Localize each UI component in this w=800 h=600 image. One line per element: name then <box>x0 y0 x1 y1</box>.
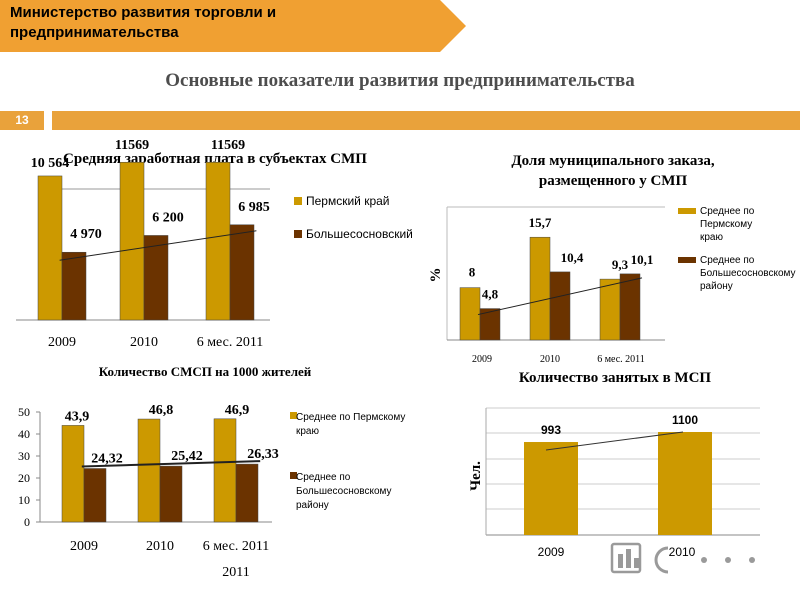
chart3-trendline <box>81 460 261 468</box>
chart3-legend-swatch-1 <box>290 412 297 419</box>
chart3-y-tick-2: 10 <box>18 493 30 507</box>
chart1-x-tick-1: 2009 <box>48 335 76 350</box>
chart3-y-tick-1: 0 <box>24 515 30 529</box>
chart3-data-label-s2-1: 24,32 <box>91 451 123 466</box>
chart3-legend-label-2: Среднее по Большесосновскому району <box>296 472 392 511</box>
chart3-data-label-s2-3: 26,33 <box>247 447 279 462</box>
header-stripe-right <box>52 111 800 130</box>
chart2-data-label-s2-2: 10,4 <box>561 250 584 265</box>
chart2-bar-s2-1 <box>479 308 501 341</box>
chart3-legend-label-1: Среднее по Пермскому краю <box>296 412 405 437</box>
chart2-trendline <box>477 277 643 316</box>
chart1-data-label-s2-2: 6 200 <box>152 210 184 225</box>
chart2-bar-s1-3 <box>599 278 621 341</box>
chart1-bar-s2-1 <box>61 251 87 321</box>
chart-watermark-icon <box>610 542 755 574</box>
chart2-data-label-s1-2: 15,7 <box>529 215 552 230</box>
chart2-bar-s1-1 <box>459 287 481 341</box>
chart1-data-label-s2-1: 4 970 <box>70 227 102 242</box>
chart2-legend-label-1: Среднее по Пермскому краю <box>700 206 755 243</box>
chart2-legend-label-2: Среднее по Большесосновскому району <box>700 255 796 292</box>
chart3-y-tick-5: 40 <box>18 427 30 441</box>
chart1-x-tick-2: 2010 <box>130 335 158 350</box>
chart4-bar-1 <box>524 442 578 535</box>
page-title: Основные показатели развития предпринима… <box>165 70 635 91</box>
chart2-bar-s2-3 <box>619 273 641 341</box>
chart2-data-label-s2-1: 4,8 <box>482 287 499 302</box>
chart3-data-label-s1-3: 46,9 <box>225 403 250 418</box>
chart3-bar-s2-3 <box>235 463 259 523</box>
chart1-bar-s2-3 <box>229 224 255 321</box>
chart1-bar-s2-2 <box>143 235 169 321</box>
chart1-data-label-s1-1: 10 564 <box>31 156 70 171</box>
chart3-data-label-s1-1: 43,9 <box>65 409 90 424</box>
chart1-data-label-s1-2: 11569 <box>115 138 149 153</box>
chart3-x-tick-3-line2: 2011 <box>222 565 249 580</box>
header-stripe-left <box>0 111 44 130</box>
chart2-data-label-s1-1: 8 <box>469 265 476 280</box>
chart2-x-tick-3: 6 мес. 2011 <box>597 354 645 365</box>
chart3-y-tick-3: 20 <box>18 471 30 485</box>
chart1-x-tick-3: 6 мес. 2011 <box>197 335 264 350</box>
chart2-legend-swatch-1 <box>678 208 696 214</box>
chart2-bar-s2-2 <box>549 271 571 341</box>
chart1-trendline <box>59 230 257 261</box>
chart3-y-tick-4: 30 <box>18 449 30 463</box>
chart1-bar-s1-3 <box>205 161 231 321</box>
chart3-x-tick-3: 6 мес. 2011 <box>203 539 270 554</box>
chart4-trendline <box>545 431 684 451</box>
chart2-y-label: % <box>428 268 444 283</box>
chart1-legend-label-2: Большесосновский <box>306 227 413 241</box>
chart3-data-label-s1-2: 46,8 <box>149 403 174 418</box>
chart2-bar-s1-2 <box>529 236 551 341</box>
chart3-data-label-s2-2: 25,42 <box>171 449 203 464</box>
chart3-bar-s1-2 <box>137 418 161 523</box>
chart4-x-tick-2: 2010 <box>669 545 696 559</box>
chart4-title: Количество занятых в МСП <box>518 370 712 386</box>
chart3-bar-s2-2 <box>159 465 183 523</box>
ministry-name: Министерство развития торговли и предпри… <box>10 4 277 41</box>
chart1-legend-swatch-2 <box>294 230 302 238</box>
chart3-bar-s1-3 <box>213 418 237 523</box>
chart1-data-label-s2-3: 6 985 <box>238 200 270 215</box>
chart4-y-label: Чел. <box>468 461 484 491</box>
chart3-bar-s1-1 <box>61 425 85 523</box>
chart1-data-label-s1-3: 11569 <box>211 138 245 153</box>
chart2-data-label-s1-3: 9,3 <box>612 257 629 272</box>
chart1-bar-s1-1 <box>37 175 63 321</box>
chart1-bar-s1-2 <box>119 161 145 321</box>
chart4-x-tick-1: 2009 <box>538 545 565 559</box>
chart2-x-tick-2: 2010 <box>540 354 560 365</box>
chart2-legend-swatch-2 <box>678 257 696 263</box>
chart2-x-tick-1: 2009 <box>472 354 492 365</box>
chart3-title: Количество СМСП на 1000 жителей <box>98 364 312 379</box>
chart2-data-label-s2-3: 10,1 <box>631 252 654 267</box>
chart2-title: Доля муниципального заказа, размещенного… <box>511 153 715 189</box>
chart4-data-label-1: 993 <box>541 423 561 437</box>
chart1-legend-swatch-1 <box>294 197 302 205</box>
chart4-bar-2 <box>658 432 712 535</box>
chart3-bar-s2-1 <box>83 468 107 523</box>
chart1-legend-label-1: Пермский край <box>306 194 390 208</box>
chart3-x-tick-1: 2009 <box>70 539 98 554</box>
chart3-x-tick-2: 2010 <box>146 539 174 554</box>
chart3-y-tick-6: 50 <box>18 405 30 419</box>
page-number: 13 <box>15 113 29 127</box>
chart4-data-label-2: 1100 <box>672 413 698 427</box>
chart3-legend-swatch-2 <box>290 472 297 479</box>
ministry-banner <box>0 0 466 52</box>
